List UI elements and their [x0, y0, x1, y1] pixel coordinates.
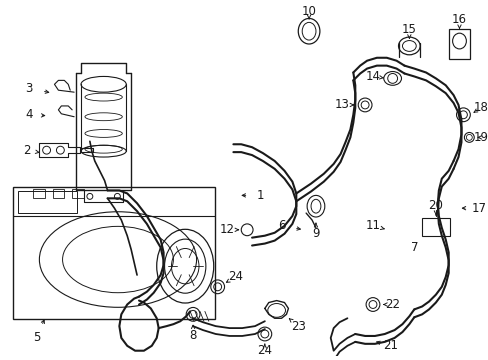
Text: 22: 22 [385, 298, 399, 311]
Text: 11: 11 [365, 219, 380, 232]
Text: 3: 3 [25, 82, 33, 95]
Text: 17: 17 [471, 202, 486, 215]
Text: 19: 19 [473, 131, 488, 144]
Text: 23: 23 [290, 320, 305, 333]
Text: 21: 21 [383, 339, 397, 352]
Text: 6: 6 [277, 219, 285, 232]
Text: 18: 18 [473, 102, 488, 114]
Text: 15: 15 [401, 23, 416, 36]
Text: 4: 4 [25, 108, 33, 121]
Text: 10: 10 [301, 5, 316, 18]
Text: 9: 9 [311, 227, 319, 240]
Bar [18, 192, 77, 213]
Bar [448, 29, 469, 59]
Text: 2: 2 [23, 144, 31, 157]
Bar [52, 189, 64, 198]
Text: 7: 7 [410, 241, 417, 254]
Text: 1: 1 [257, 189, 264, 202]
Text: 24: 24 [227, 270, 243, 283]
Bar [72, 189, 84, 198]
Text: 8: 8 [189, 329, 196, 342]
Bar [13, 186, 214, 319]
Text: 12: 12 [220, 223, 235, 236]
Text: 24: 24 [257, 344, 272, 357]
Text: 16: 16 [451, 13, 466, 26]
Text: 13: 13 [334, 98, 349, 112]
Text: 5: 5 [33, 332, 41, 345]
Text: 14: 14 [365, 70, 380, 83]
Bar [421, 218, 449, 236]
Text: 20: 20 [427, 199, 443, 212]
Bar [33, 189, 44, 198]
